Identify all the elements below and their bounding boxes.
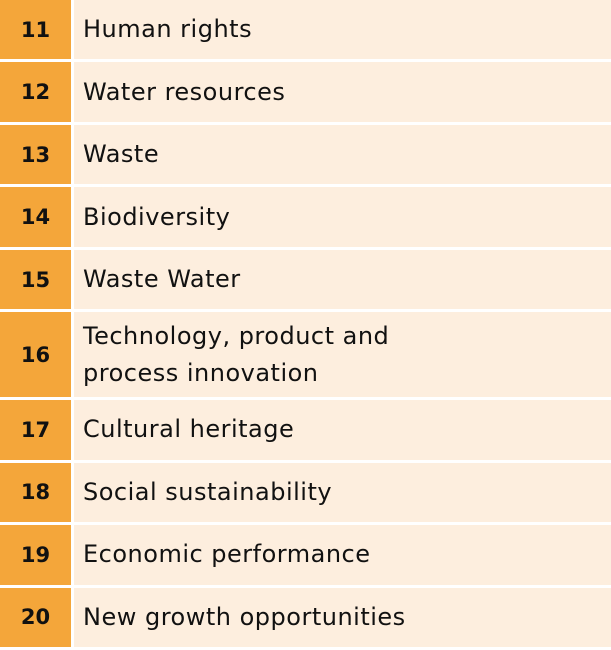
- row-number: 18: [0, 462, 74, 523]
- row-label: Technology, product and process innovati…: [74, 312, 611, 398]
- row-label: Waste: [74, 124, 611, 185]
- row-label: Economic performance: [74, 525, 611, 585]
- row-label: Social sustainability: [74, 462, 611, 523]
- row-label: Waste Water: [74, 249, 611, 310]
- row-label: Human rights: [74, 0, 611, 60]
- row-number: 13: [0, 124, 74, 185]
- row-number: 16: [0, 312, 74, 398]
- table-row: 11 Human rights: [0, 0, 611, 63]
- row-label: Biodiversity: [74, 187, 611, 247]
- table-row: 13 Waste: [0, 124, 611, 188]
- row-number: 15: [0, 249, 74, 310]
- row-number: 19: [0, 525, 74, 585]
- row-label: Water resources: [74, 62, 611, 122]
- table-row: 18 Social sustainability: [0, 462, 611, 526]
- row-label: Cultural heritage: [74, 400, 611, 460]
- row-number: 20: [0, 587, 74, 648]
- row-number: 12: [0, 62, 74, 122]
- row-number: 17: [0, 400, 74, 460]
- table-row: 16 Technology, product and process innov…: [0, 312, 611, 401]
- table-row: 12 Water resources: [0, 62, 611, 125]
- row-label-line-1: Technology, product and: [83, 321, 390, 350]
- table-row: 20 New growth opportunities: [0, 587, 611, 650]
- row-label: New growth opportunities: [74, 587, 611, 648]
- table-row: 17 Cultural heritage: [0, 400, 611, 463]
- table-row: 14 Biodiversity: [0, 187, 611, 250]
- table-row: 15 Waste Water: [0, 249, 611, 313]
- row-label-line-2: process innovation: [83, 358, 319, 387]
- table-row: 19 Economic performance: [0, 525, 611, 588]
- row-number: 11: [0, 0, 74, 60]
- row-number: 14: [0, 187, 74, 247]
